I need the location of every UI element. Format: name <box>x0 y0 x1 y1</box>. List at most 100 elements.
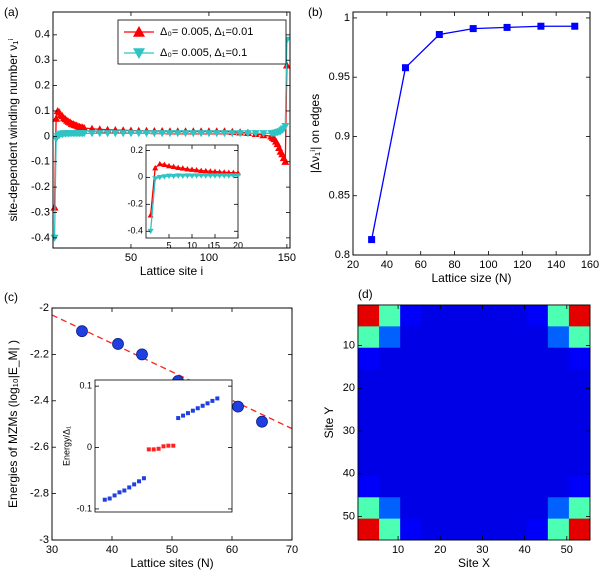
marker <box>571 22 579 30</box>
heat-cell <box>463 305 486 327</box>
inset-y-label: Energy/Δ₁ <box>61 426 71 466</box>
heat-cell <box>442 369 464 391</box>
heat-cell <box>463 454 486 477</box>
y-tick-label: -0.1 <box>76 503 92 513</box>
heat-cell <box>568 433 591 456</box>
marker <box>190 408 195 413</box>
heat-cell <box>421 518 443 541</box>
marker <box>141 476 146 481</box>
marker <box>161 444 166 449</box>
heat-cell <box>505 433 528 456</box>
marker <box>179 173 186 179</box>
marker <box>166 173 172 179</box>
marker <box>161 161 168 167</box>
marker <box>112 493 117 498</box>
heat-cell <box>568 475 591 498</box>
marker <box>202 173 209 179</box>
marker <box>181 413 186 418</box>
y-tick-label: -2.2 <box>30 348 49 360</box>
heat-cell <box>568 411 591 434</box>
legend-box <box>117 19 287 65</box>
heat-cell <box>400 497 422 520</box>
marker <box>166 443 171 448</box>
x-tick-label: 100 <box>200 252 218 264</box>
plot-frame <box>352 11 591 256</box>
x-tick-label: 10 <box>392 544 404 556</box>
y-tick-label: 0.1 <box>35 105 50 117</box>
marker <box>503 23 511 31</box>
heat-cell <box>526 518 549 541</box>
x-tick-label: 20 <box>233 240 243 250</box>
y-tick-label: 0.9 <box>335 130 350 142</box>
heat-cell <box>379 475 401 498</box>
x-tick-label: 50 <box>166 544 178 556</box>
marker <box>132 482 137 487</box>
marker <box>175 164 182 171</box>
marker <box>184 165 191 172</box>
marker <box>80 123 89 132</box>
heat-cell <box>568 347 591 370</box>
heat-cell <box>442 475 464 498</box>
heat-cell <box>526 347 549 370</box>
x-axis-label: Lattice size (N) <box>431 271 511 285</box>
marker <box>181 130 190 138</box>
marker <box>156 160 163 167</box>
plot-frame <box>145 144 239 239</box>
y-tick-label: -0.3 <box>31 206 50 218</box>
x-axis-label: Site X <box>458 556 490 570</box>
heat-cell <box>421 390 443 413</box>
marker <box>469 25 477 33</box>
marker <box>170 163 177 169</box>
marker <box>212 168 218 174</box>
marker <box>189 173 195 179</box>
heat-cell <box>484 390 507 413</box>
y-tick-label: 40 <box>343 468 355 480</box>
heat-cell <box>400 369 422 391</box>
heat-cell <box>400 411 422 434</box>
fit-line <box>51 314 293 430</box>
heat-cell <box>442 411 464 434</box>
heat-cell <box>505 347 528 370</box>
heat-cell <box>421 411 443 434</box>
x-tick-label: 160 <box>581 259 599 271</box>
heat-cell <box>568 369 591 391</box>
marker <box>193 173 200 179</box>
marker <box>119 130 128 138</box>
heat-cell <box>358 347 380 370</box>
marker <box>175 173 182 179</box>
heat-cell <box>421 369 443 391</box>
marker <box>158 130 167 138</box>
y-axis-label: site-dependent winding number ν₁ⁱ <box>6 39 20 222</box>
marker <box>173 130 182 138</box>
heat-cell <box>400 390 422 413</box>
heat-cell <box>358 305 380 327</box>
x-tick-label: 40 <box>518 544 530 556</box>
heat-cell <box>547 433 570 456</box>
marker <box>170 173 177 180</box>
marker <box>76 325 88 338</box>
heat-cell <box>484 454 507 477</box>
heat-cell <box>379 326 401 349</box>
x-tick-label: 60 <box>415 259 427 271</box>
marker <box>137 479 142 484</box>
panel-label: (a) <box>4 5 19 19</box>
marker <box>127 485 132 490</box>
x-tick-label: 50 <box>125 252 137 264</box>
heat-cell <box>526 475 549 498</box>
heat-cell <box>463 433 486 456</box>
marker <box>142 130 151 138</box>
heat-cell <box>526 433 549 456</box>
heat-cell <box>505 326 528 349</box>
heat-cell <box>379 369 401 391</box>
heat-cell <box>358 326 380 349</box>
y-tick-label: 20 <box>343 382 355 394</box>
heat-cell <box>568 518 591 541</box>
marker <box>150 130 159 138</box>
y-tick-label: 30 <box>343 425 355 437</box>
heat-cell <box>358 433 380 456</box>
heat-cell <box>358 369 380 391</box>
marker <box>256 415 268 428</box>
y-tick-label: -2.4 <box>30 395 49 407</box>
marker <box>202 167 209 174</box>
y-tick-label: 0.1 <box>79 381 92 391</box>
